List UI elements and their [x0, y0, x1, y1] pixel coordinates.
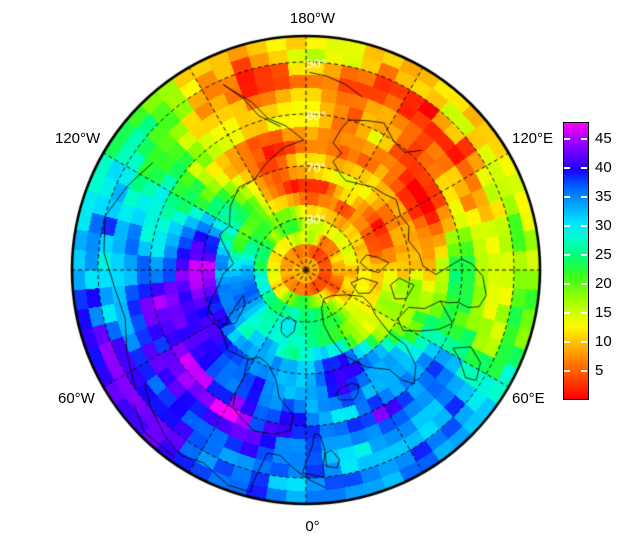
colorbar-tick-mark	[564, 341, 570, 344]
colorbar-tick-mark	[564, 254, 570, 257]
longitude-label-120W: 120°W	[55, 130, 101, 147]
colorbar-tick-label: 30	[595, 217, 612, 235]
colorbar[interactable]: 5 10 15 20 25 30 35 40 45	[563, 122, 625, 402]
longitude-label-180W: 180°W	[289, 10, 336, 27]
colorbar-tick-mark	[564, 225, 570, 228]
colorbar-tick-label: 25	[595, 246, 612, 264]
colorbar-gradient	[563, 122, 589, 400]
colorbar-tick-label: 5	[595, 362, 604, 380]
colorbar-tick-label: 45	[595, 130, 612, 148]
colorbar-tick-mark	[564, 283, 570, 286]
colorbar-tick-mark	[581, 196, 587, 199]
longitude-label-120E: 120°E	[512, 130, 554, 147]
colorbar-tick-mark	[581, 283, 587, 286]
colorbar-tick-label: 20	[595, 275, 612, 293]
colorbar-tick-label: 10	[595, 333, 612, 351]
colorbar-tick-mark	[581, 370, 587, 373]
polar-map-panel[interactable]	[70, 34, 542, 506]
colorbar-tick-mark	[564, 312, 570, 315]
colorbar-tick-mark	[564, 167, 570, 170]
colorbar-tick-mark	[581, 167, 587, 170]
colorbar-tick-mark	[581, 138, 587, 141]
colorbar-tick-mark	[564, 370, 570, 373]
colorbar-tick-mark	[564, 138, 570, 141]
colorbar-tick-label: 35	[595, 188, 612, 206]
colorbar-tick-mark	[581, 254, 587, 257]
longitude-label-60E: 60°E	[512, 390, 545, 407]
colorbar-tick-label: 15	[595, 304, 612, 322]
colorbar-tick-mark	[581, 312, 587, 315]
colorbar-tick-label: 40	[595, 159, 612, 177]
colorbar-tick-mark	[581, 225, 587, 228]
polar-stereographic-heatmap[interactable]	[70, 34, 542, 506]
colorbar-tick-mark	[581, 341, 587, 344]
longitude-label-60W: 60°W	[58, 390, 95, 407]
longitude-label-0: 0°	[305, 518, 320, 535]
colorbar-tick-mark	[564, 196, 570, 199]
